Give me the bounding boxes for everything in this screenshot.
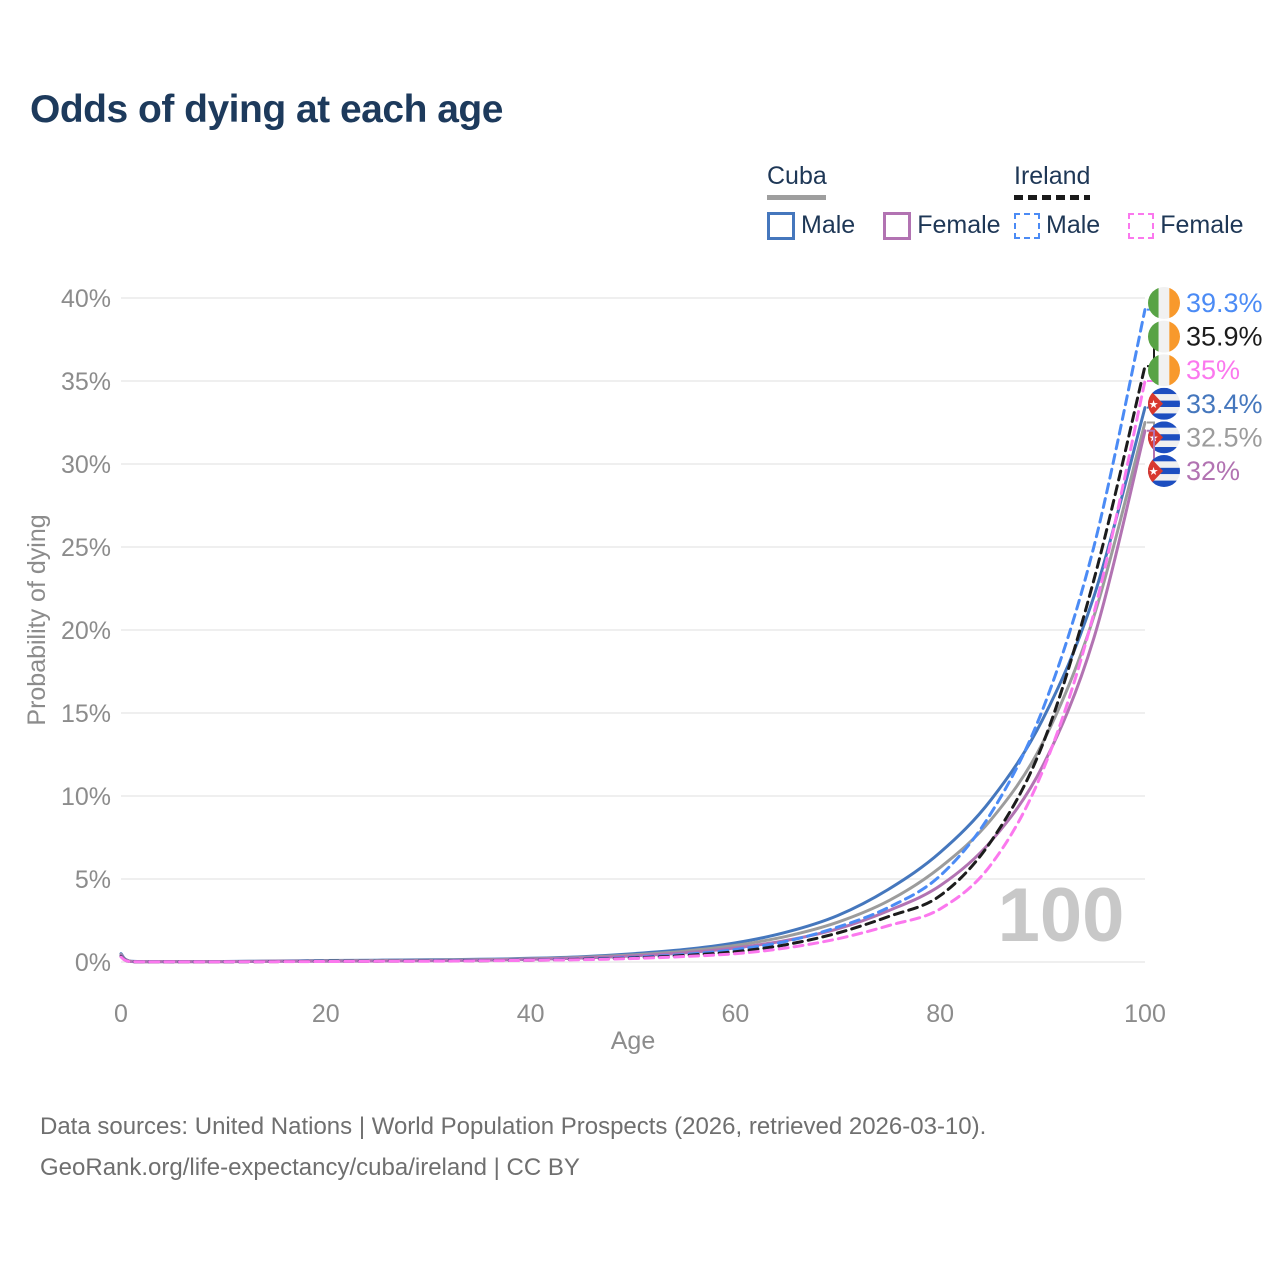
legend-group-cuba: Cuba Male Female (767, 162, 1001, 240)
x-tick-label: 80 (926, 1000, 954, 1028)
y-tick-label: 35% (61, 368, 111, 396)
ireland-male-checkbox-icon[interactable] (1014, 212, 1040, 239)
y-tick-label: 15% (61, 700, 111, 728)
legend-item-label: Female (917, 211, 1001, 239)
legend-item-cuba-male[interactable]: Male (767, 211, 855, 240)
footer: Data sources: United Nations | World Pop… (40, 1106, 986, 1188)
legend-group-ireland: Ireland Male Female (1014, 162, 1244, 240)
end-label-value: 35.9% (1186, 322, 1263, 352)
series-line-ireland-female[interactable] (119, 379, 1147, 964)
x-tick-label: 20 (312, 1000, 340, 1028)
x-tick-label: 60 (721, 1000, 749, 1028)
footer-data-sources: Data sources: United Nations | World Pop… (40, 1113, 987, 1140)
legend-country-ireland[interactable]: Ireland (1014, 162, 1091, 190)
hover-age-watermark: 100 (998, 873, 1125, 958)
y-tick-label: 5% (75, 866, 111, 894)
end-label-value: 35% (1186, 355, 1240, 385)
y-tick-label: 30% (61, 451, 111, 479)
cuba-flag-icon: ★ (1148, 421, 1180, 454)
end-label-value: 32% (1186, 456, 1240, 486)
cuba-male-checkbox-icon[interactable] (767, 211, 795, 240)
x-tick-label: 40 (517, 1000, 545, 1028)
star-icon: ★ (1149, 466, 1159, 478)
star-icon: ★ (1149, 399, 1159, 411)
end-label-value: 39.3% (1186, 288, 1263, 318)
end-label-value: 32.5% (1186, 422, 1263, 452)
ireland-dashed-line-swatch (1014, 195, 1090, 200)
legend-country-cuba[interactable]: Cuba (767, 162, 827, 190)
legend-item-cuba-female[interactable]: Female (883, 211, 1001, 240)
cuba-solid-line-swatch (767, 195, 826, 200)
cuba-flag-icon: ★ (1148, 387, 1180, 420)
cuba-female-checkbox-icon[interactable] (883, 211, 912, 240)
cuba-flag-icon: ★ (1148, 455, 1180, 487)
y-tick-label: 25% (61, 534, 111, 562)
y-tick-label: 40% (61, 285, 111, 313)
legend-item-ireland-female[interactable]: Female (1128, 211, 1244, 240)
ireland-flag-icon (1148, 287, 1180, 319)
x-tick-label: 0 (114, 1000, 128, 1028)
y-tick-label: 0% (75, 949, 111, 977)
end-label-value: 33.4% (1186, 389, 1263, 419)
ireland-female-checkbox-icon[interactable] (1128, 212, 1155, 239)
footer-attribution: GeoRank.org/life-expectancy/cuba/ireland… (40, 1154, 580, 1181)
page-title: Odds of dying at each age (30, 88, 503, 131)
series-line-cuba-female[interactable] (119, 429, 1147, 964)
legend-item-label: Female (1160, 211, 1244, 239)
ireland-flag-icon (1148, 320, 1180, 353)
series-line-cuba-both-sexes[interactable] (119, 421, 1147, 964)
x-tick-label: 100 (1124, 1000, 1166, 1028)
y-tick-label: 10% (61, 783, 111, 811)
y-tick-label: 20% (61, 617, 111, 645)
x-axis-title: Age (611, 1027, 655, 1055)
legend-item-label: Male (1046, 211, 1101, 239)
series-line-ireland-both-sexes[interactable] (119, 364, 1147, 964)
legend-item-ireland-male[interactable]: Male (1014, 211, 1100, 240)
y-axis-title: Probability of dying (23, 514, 51, 725)
ireland-flag-icon (1148, 354, 1180, 387)
legend-item-label: Male (801, 211, 856, 239)
